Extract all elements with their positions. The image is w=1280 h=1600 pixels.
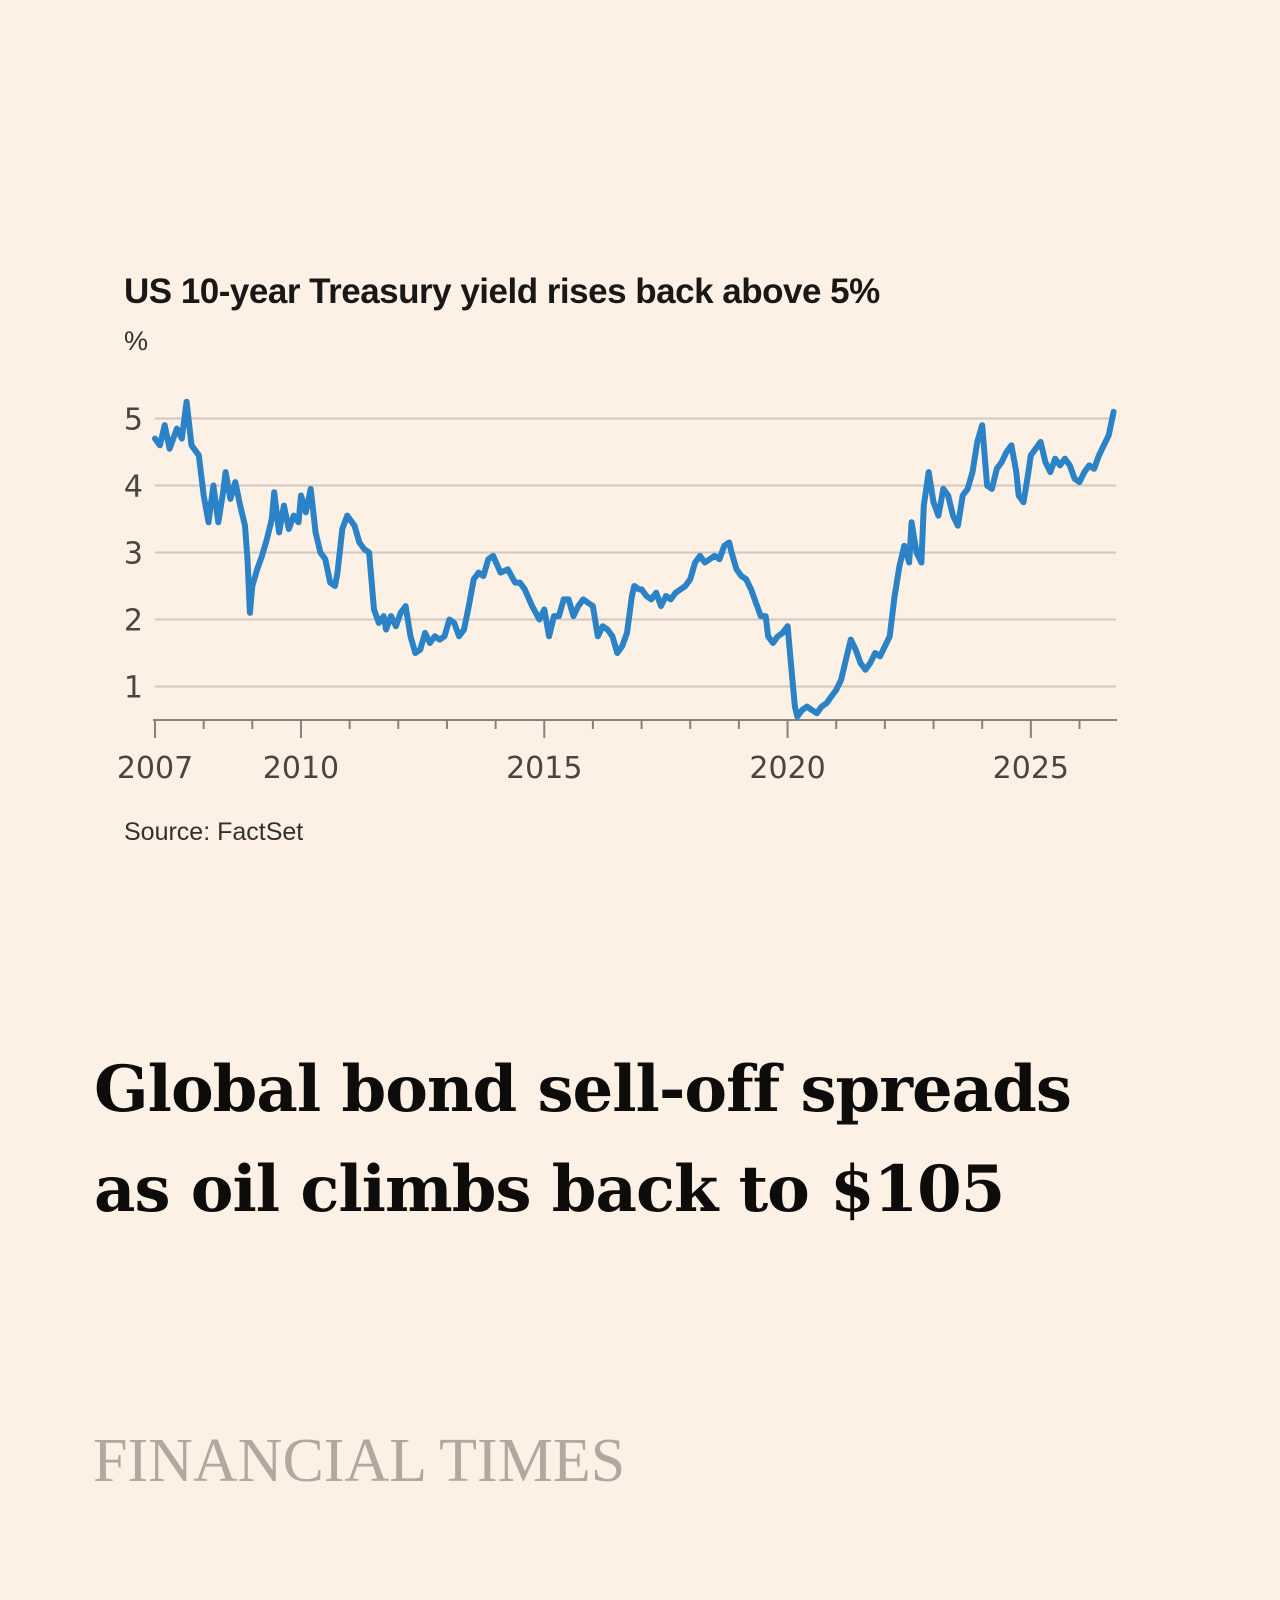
x-axis: 2007 2010 2015 2020 2025 (117, 719, 1117, 786)
y-tick-label-2: 2 (124, 604, 143, 639)
y-tick-label-4: 4 (124, 470, 143, 505)
x-tick-label-2025: 2025 (993, 751, 1069, 786)
ft-masthead-logo: FINANCIAL TIMES (93, 1427, 626, 1495)
x-tick-label-2007: 2007 (117, 751, 193, 786)
y-tick-label-3: 3 (124, 537, 143, 572)
y-axis-tick-labels: 1 2 3 4 5 (124, 403, 143, 706)
chart-source: Source: FactSet (124, 818, 304, 846)
x-tick-label-2010: 2010 (263, 751, 339, 786)
gridlines (155, 417, 1116, 688)
headline-line-2: as oil climbs back to $105 (94, 1152, 1005, 1227)
line-chart: 1 2 3 4 5 2007 2010 2015 2020 2025 (117, 398, 1117, 786)
y-tick-label-5: 5 (124, 403, 143, 438)
series-line-0 (152, 398, 1117, 720)
headline-line-1: Global bond sell-off spreads (94, 1052, 1072, 1127)
y-tick-label-1: 1 (124, 671, 143, 706)
series-layer (152, 398, 1117, 720)
x-tick-label-2020: 2020 (749, 751, 825, 786)
x-tick-label-2015: 2015 (506, 751, 582, 786)
y-axis-unit: % (124, 326, 149, 356)
article-headline[interactable]: Global bond sell-off spreads as oil clim… (94, 1040, 1214, 1240)
chart-title: US 10-year Treasury yield rises back abo… (124, 272, 880, 311)
